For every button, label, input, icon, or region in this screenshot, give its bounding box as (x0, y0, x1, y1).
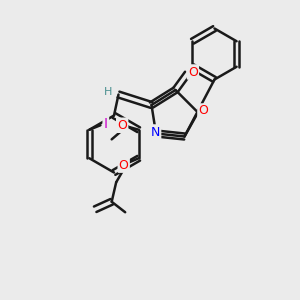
Text: I: I (104, 117, 108, 131)
Text: H: H (104, 86, 112, 97)
Text: O: O (199, 104, 208, 118)
Text: N: N (151, 125, 160, 139)
Text: O: O (119, 159, 129, 172)
Text: O: O (188, 65, 198, 79)
Text: O: O (117, 119, 127, 132)
